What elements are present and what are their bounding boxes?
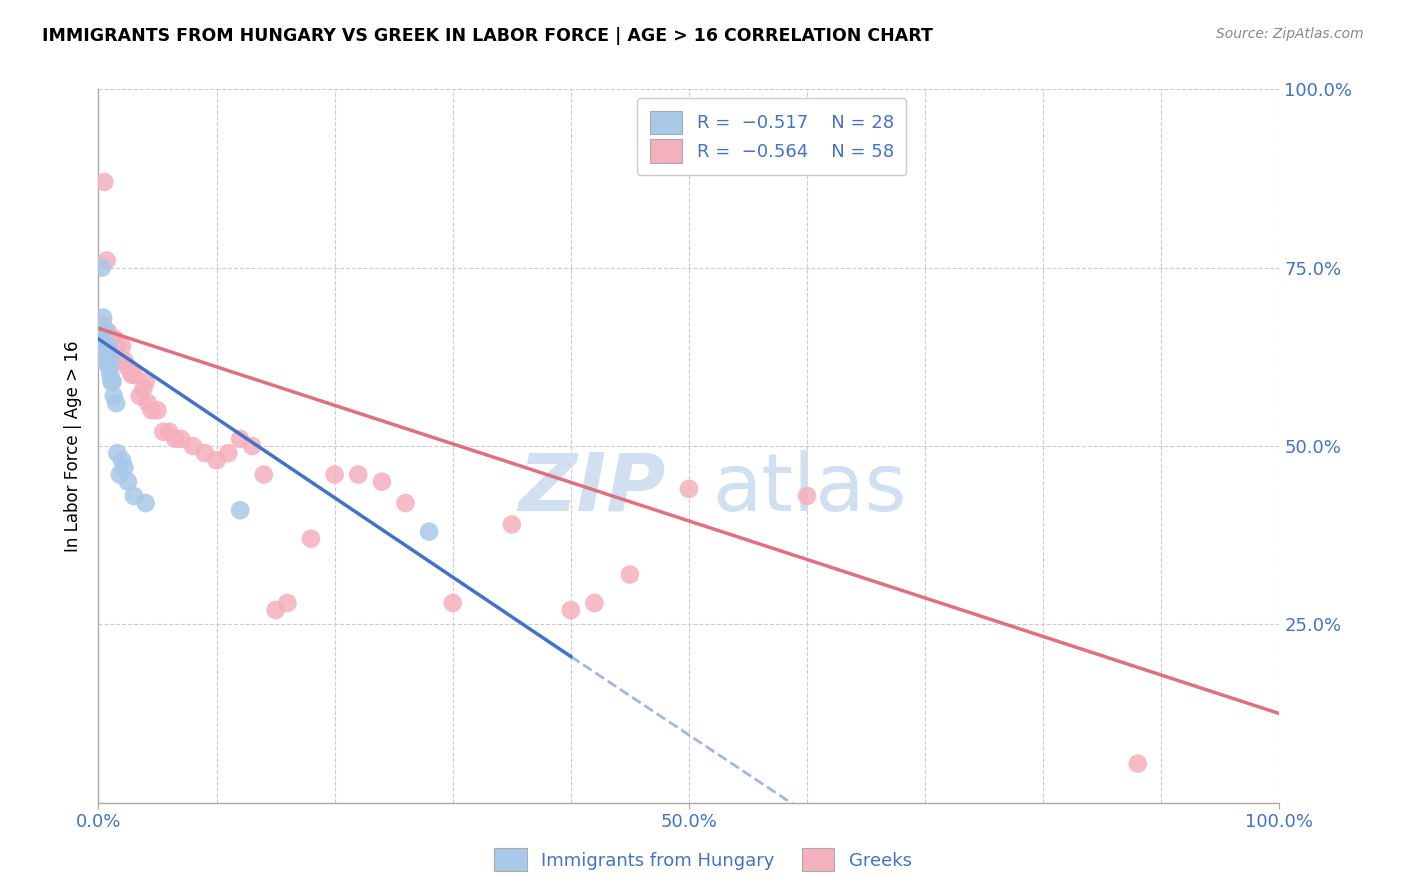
Point xyxy=(678,482,700,496)
Point xyxy=(112,460,135,475)
Legend: R =  −0.517    N = 28, R =  −0.564    N = 58: R = −0.517 N = 28, R = −0.564 N = 58 xyxy=(637,98,907,176)
Point xyxy=(91,260,114,275)
Point xyxy=(90,325,112,339)
Point xyxy=(94,325,117,339)
Y-axis label: In Labor Force | Age > 16: In Labor Force | Age > 16 xyxy=(65,340,83,552)
Point xyxy=(91,318,114,332)
Point xyxy=(181,439,204,453)
Point xyxy=(91,310,114,325)
Point xyxy=(94,325,117,339)
Point xyxy=(93,339,115,353)
Point xyxy=(135,375,157,389)
Point xyxy=(323,467,346,482)
Point xyxy=(299,532,322,546)
Point xyxy=(105,446,128,460)
Point xyxy=(97,332,120,346)
Point xyxy=(1126,756,1149,771)
Point xyxy=(217,446,239,460)
Point xyxy=(146,403,169,417)
Point xyxy=(122,368,145,382)
Point xyxy=(108,353,131,368)
Point xyxy=(93,175,115,189)
Point xyxy=(264,603,287,617)
Point xyxy=(108,467,131,482)
Point xyxy=(98,339,121,353)
Point xyxy=(205,453,228,467)
Point xyxy=(96,339,118,353)
Point xyxy=(96,325,118,339)
Point xyxy=(101,339,124,353)
Point xyxy=(98,353,121,368)
Point xyxy=(121,368,143,382)
Point xyxy=(111,453,134,467)
Point xyxy=(128,389,150,403)
Point xyxy=(94,325,117,339)
Point xyxy=(418,524,440,539)
Point xyxy=(105,396,128,410)
Point xyxy=(253,467,276,482)
Point xyxy=(117,475,139,489)
Point xyxy=(152,425,174,439)
Point xyxy=(100,375,122,389)
Point xyxy=(194,446,217,460)
Point xyxy=(112,353,135,368)
Point xyxy=(501,517,523,532)
Point xyxy=(347,467,370,482)
Point xyxy=(96,353,118,368)
Point xyxy=(98,368,121,382)
Point xyxy=(93,325,115,339)
Text: IMMIGRANTS FROM HUNGARY VS GREEK IN LABOR FORCE | AGE > 16 CORRELATION CHART: IMMIGRANTS FROM HUNGARY VS GREEK IN LABO… xyxy=(42,27,934,45)
Text: atlas: atlas xyxy=(713,450,907,528)
Point xyxy=(100,332,122,346)
Point xyxy=(441,596,464,610)
Point xyxy=(170,432,193,446)
Point xyxy=(229,432,252,446)
Point xyxy=(122,489,145,503)
Legend: Immigrants from Hungary, Greeks: Immigrants from Hungary, Greeks xyxy=(486,841,920,879)
Point xyxy=(117,360,139,375)
Point xyxy=(276,596,298,610)
Point xyxy=(132,382,155,396)
Point xyxy=(98,332,121,346)
Point xyxy=(583,596,606,610)
Point xyxy=(105,346,128,360)
Point xyxy=(229,503,252,517)
Point xyxy=(103,389,125,403)
Point xyxy=(394,496,416,510)
Point xyxy=(103,339,125,353)
Point xyxy=(97,325,120,339)
Point xyxy=(157,425,180,439)
Point xyxy=(371,475,394,489)
Point xyxy=(90,325,112,339)
Text: ZIP: ZIP xyxy=(517,450,665,528)
Point xyxy=(619,567,641,582)
Point xyxy=(165,432,187,446)
Point xyxy=(135,496,157,510)
Point xyxy=(136,396,159,410)
Point xyxy=(141,403,163,417)
Point xyxy=(93,353,115,368)
Point xyxy=(97,339,120,353)
Text: Source: ZipAtlas.com: Source: ZipAtlas.com xyxy=(1216,27,1364,41)
Point xyxy=(91,325,114,339)
Point xyxy=(98,339,121,353)
Point xyxy=(105,339,128,353)
Point xyxy=(240,439,263,453)
Point xyxy=(111,339,134,353)
Point xyxy=(94,339,117,353)
Point xyxy=(796,489,818,503)
Point xyxy=(98,360,121,375)
Point xyxy=(96,253,118,268)
Point xyxy=(101,375,124,389)
Point xyxy=(91,325,114,339)
Point xyxy=(97,346,120,360)
Point xyxy=(560,603,582,617)
Point xyxy=(104,332,127,346)
